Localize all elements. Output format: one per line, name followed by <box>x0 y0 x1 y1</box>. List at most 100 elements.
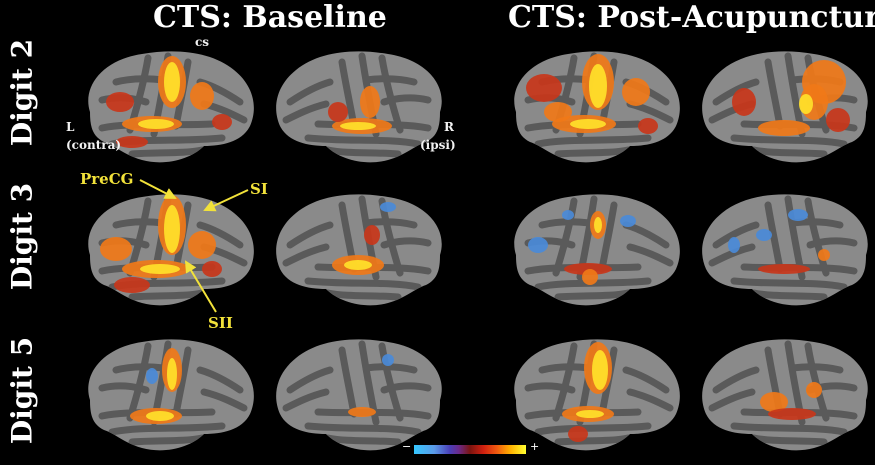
deactivation-cluster <box>728 237 740 253</box>
label-ipsi: (ipsi) <box>420 138 456 152</box>
sulcus <box>282 388 330 412</box>
sulcus <box>730 134 848 148</box>
activation-cluster <box>202 261 222 277</box>
sulcus <box>806 237 858 249</box>
activation-cluster <box>564 263 612 275</box>
brain-surface <box>702 194 868 306</box>
sulcus <box>764 58 784 130</box>
brain-post-digit3-left <box>498 185 688 315</box>
sulcus <box>712 366 760 394</box>
colorbar-legend: − + <box>400 440 540 463</box>
label-left-hemisphere: L <box>66 120 75 134</box>
activation-cluster <box>138 119 174 129</box>
row-label-digit-3: Digit 3 <box>5 182 39 291</box>
activation-cluster <box>594 217 602 233</box>
activation-cluster <box>190 82 214 110</box>
brain-baseline-digit5-left <box>72 330 262 460</box>
sulcus <box>324 434 402 446</box>
brain-surface <box>88 194 254 306</box>
sulcus <box>286 78 334 106</box>
deactivation-cluster <box>620 215 636 227</box>
sulcus <box>380 94 432 106</box>
sulcus <box>380 237 432 249</box>
sulcus <box>788 363 844 374</box>
activation-cluster <box>348 407 376 417</box>
sulcus <box>324 289 402 301</box>
sulcus <box>538 363 594 374</box>
activation-cluster <box>826 108 850 132</box>
activation-cluster <box>328 102 348 122</box>
sulcus <box>538 218 594 229</box>
sulcus <box>304 277 422 291</box>
sulcus <box>534 134 652 148</box>
brain-post-digit5-left <box>498 330 688 460</box>
activation-cluster <box>768 408 816 420</box>
row-label-digit-2: Digit 2 <box>5 38 39 147</box>
activation-cluster <box>167 358 177 390</box>
activation-cluster <box>760 392 788 412</box>
sulcus <box>712 221 760 249</box>
sulcus <box>730 277 848 291</box>
label-right-hemisphere: R <box>444 120 454 134</box>
activation-cluster <box>100 237 132 261</box>
brain-surface <box>702 51 868 163</box>
activation-cluster <box>576 410 604 418</box>
deactivation-cluster <box>756 229 772 241</box>
title-baseline: CTS: Baseline <box>153 0 387 35</box>
brain-baseline-digit2-left <box>72 42 262 172</box>
activation-cluster <box>114 277 150 293</box>
activation-cluster <box>568 426 588 442</box>
deactivation-cluster <box>528 237 548 253</box>
activation-cluster <box>106 92 134 112</box>
deactivation-cluster <box>382 354 394 366</box>
activation-cluster <box>146 411 174 421</box>
sulcus <box>304 422 422 436</box>
label-contra: (contra) <box>66 138 122 152</box>
activation-cluster <box>544 102 572 122</box>
activation-cluster <box>592 350 608 390</box>
colorbar-minus: − <box>402 440 412 453</box>
activation-cluster <box>758 120 810 136</box>
activation-cluster <box>164 205 180 253</box>
brain-surface <box>276 339 442 451</box>
activation-cluster <box>818 249 830 261</box>
sulcus <box>314 408 432 420</box>
activation-cluster <box>164 62 180 102</box>
activation-cluster <box>188 231 216 259</box>
sulcus <box>362 75 418 86</box>
brain-post-digit2-right <box>694 42 875 172</box>
brain-surface <box>88 51 254 163</box>
deactivation-cluster <box>380 202 396 212</box>
brain-surface <box>276 194 442 306</box>
activation-cluster <box>570 119 606 129</box>
activation-cluster <box>622 78 650 106</box>
activation-cluster <box>344 260 372 270</box>
sulcus <box>282 243 330 267</box>
brain-surface <box>514 339 680 451</box>
deactivation-cluster <box>562 210 574 220</box>
colorbar-gradient <box>414 445 526 454</box>
row-label-digit-5: Digit 5 <box>5 336 39 445</box>
sulcus <box>200 388 248 412</box>
sulcus <box>534 422 652 436</box>
sulcus <box>338 346 358 418</box>
title-post-acupuncture: CTS: Post-Acupuncture <box>508 0 875 35</box>
activation-cluster <box>340 122 376 130</box>
sulcus <box>598 201 618 273</box>
sulcus <box>788 218 844 229</box>
sulcus <box>750 289 828 301</box>
sulcus <box>708 243 756 267</box>
brain-surface <box>514 194 680 306</box>
sulcus <box>764 201 784 273</box>
activation-cluster <box>360 86 380 118</box>
activation-cluster <box>116 136 148 148</box>
sulcus <box>626 243 674 267</box>
brain-baseline-digit3-left <box>72 185 262 315</box>
sulcus <box>128 434 206 446</box>
sulcus <box>112 75 168 86</box>
brain-surface <box>88 339 254 451</box>
sulcus <box>112 218 168 229</box>
activation-cluster <box>638 118 658 134</box>
sulcus <box>362 218 418 229</box>
label-sii: SII <box>208 314 233 332</box>
